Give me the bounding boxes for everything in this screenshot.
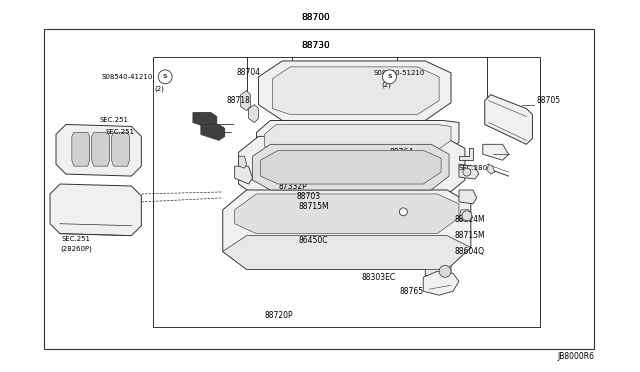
Text: SEC.251: SEC.251: [100, 118, 129, 124]
Polygon shape: [239, 156, 246, 168]
Text: 88700: 88700: [301, 13, 330, 22]
Polygon shape: [260, 150, 441, 184]
Polygon shape: [235, 166, 253, 184]
Polygon shape: [239, 137, 465, 198]
Polygon shape: [92, 132, 109, 166]
Text: S: S: [163, 74, 168, 79]
Polygon shape: [483, 144, 509, 160]
Text: (28260P): (28260P): [60, 245, 92, 252]
Text: S: S: [387, 74, 392, 79]
Polygon shape: [423, 271, 459, 295]
Text: 88715M: 88715M: [455, 231, 486, 240]
Text: SEC.251: SEC.251: [61, 235, 90, 241]
Polygon shape: [264, 125, 451, 150]
Polygon shape: [111, 132, 129, 166]
Circle shape: [463, 168, 471, 176]
Polygon shape: [241, 91, 250, 110]
Text: SEC.280: SEC.280: [459, 165, 488, 171]
Polygon shape: [248, 105, 259, 122]
Polygon shape: [459, 164, 479, 179]
Text: 88730: 88730: [301, 41, 330, 49]
Bar: [44, 29, 594, 349]
Circle shape: [383, 70, 396, 84]
Polygon shape: [459, 190, 477, 204]
Text: 88303EC: 88303EC: [362, 273, 396, 282]
Text: 88765: 88765: [399, 287, 424, 296]
Polygon shape: [253, 144, 449, 190]
Circle shape: [399, 208, 407, 216]
Circle shape: [439, 265, 451, 277]
Text: 88700: 88700: [301, 13, 330, 22]
Text: 88718: 88718: [227, 96, 251, 105]
Polygon shape: [223, 235, 471, 269]
Text: (2): (2): [381, 81, 392, 88]
Polygon shape: [50, 184, 141, 235]
Polygon shape: [484, 95, 532, 144]
Polygon shape: [425, 259, 451, 279]
Text: 87332P: 87332P: [278, 183, 307, 192]
Polygon shape: [273, 67, 439, 115]
Text: S08540-51210: S08540-51210: [374, 70, 425, 76]
Text: 88703: 88703: [296, 192, 320, 201]
Polygon shape: [223, 190, 471, 269]
Circle shape: [462, 211, 472, 221]
Text: (2): (2): [154, 86, 164, 92]
Text: 88714M: 88714M: [455, 215, 486, 224]
Text: JB8000R6: JB8000R6: [557, 352, 594, 361]
Text: 88604Q: 88604Q: [455, 247, 485, 256]
Polygon shape: [201, 125, 225, 140]
Text: 88720P: 88720P: [264, 311, 293, 320]
Polygon shape: [193, 113, 217, 128]
Text: S08540-41210: S08540-41210: [102, 74, 153, 80]
Polygon shape: [459, 148, 473, 160]
Text: 88730: 88730: [301, 41, 330, 49]
Text: SEC.251: SEC.251: [106, 129, 134, 135]
Polygon shape: [257, 121, 459, 154]
Polygon shape: [72, 132, 90, 166]
Text: 86450C: 86450C: [298, 236, 328, 245]
Polygon shape: [235, 194, 459, 234]
Circle shape: [158, 70, 172, 84]
Text: 88764: 88764: [390, 148, 413, 157]
Polygon shape: [459, 210, 473, 222]
Polygon shape: [487, 164, 495, 174]
Polygon shape: [56, 125, 141, 176]
Polygon shape: [259, 61, 451, 121]
Text: 88715M: 88715M: [298, 202, 329, 211]
Bar: [153, 57, 540, 327]
Text: 88705: 88705: [536, 96, 561, 105]
Text: 88704: 88704: [237, 68, 260, 77]
